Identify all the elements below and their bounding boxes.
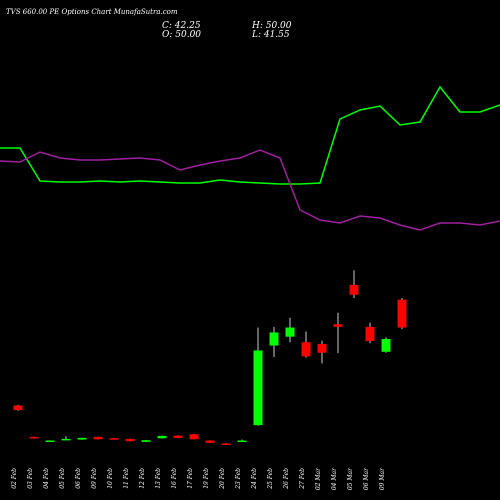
candle bbox=[205, 440, 215, 444]
close-readout: C: 42.25 bbox=[162, 21, 201, 31]
candle-body-down bbox=[125, 438, 135, 442]
x-tick-label: 12 Feb bbox=[139, 468, 146, 489]
candle-body-up bbox=[269, 332, 279, 346]
candle-body-down bbox=[349, 284, 359, 295]
x-tick-label: 09 Mar bbox=[379, 467, 386, 490]
x-tick-label: 06 Mar bbox=[363, 467, 370, 490]
candle bbox=[141, 439, 151, 443]
candle-body-down bbox=[397, 299, 407, 328]
green-indicator-line bbox=[0, 85, 500, 185]
candle bbox=[221, 443, 231, 445]
candle bbox=[61, 436, 71, 441]
x-tick-label: 04 Feb bbox=[43, 468, 50, 489]
x-tick-label: 25 Feb bbox=[267, 468, 274, 490]
candle bbox=[157, 435, 167, 439]
candle-body-down bbox=[13, 405, 23, 411]
candle-body-down bbox=[109, 438, 119, 440]
x-tick-label: 02 Feb bbox=[11, 468, 18, 489]
candle bbox=[237, 439, 247, 443]
candle-body-down bbox=[333, 324, 343, 327]
candle-body-down bbox=[205, 440, 215, 443]
x-tick-label: 10 Feb bbox=[107, 468, 114, 489]
candle bbox=[29, 436, 39, 439]
x-tick-label: 13 Feb bbox=[155, 468, 162, 489]
candle bbox=[317, 340, 327, 364]
x-tick-label: 09 Feb bbox=[91, 468, 98, 489]
candle-body-up bbox=[45, 440, 55, 443]
x-tick-label: 11 Feb bbox=[123, 468, 130, 489]
candle-body-down bbox=[189, 434, 199, 440]
x-tick-label: 26 Feb bbox=[283, 468, 290, 490]
candle-body-up bbox=[381, 338, 391, 352]
candle-body-up bbox=[237, 440, 247, 443]
x-tick-label: 17 Feb bbox=[187, 468, 194, 489]
chart-title: TVS 660.00 PE Options Chart MunafaSutra.… bbox=[6, 8, 178, 16]
candle bbox=[45, 440, 55, 443]
candle bbox=[285, 317, 295, 343]
candle-body-down bbox=[301, 342, 311, 357]
candlesticks bbox=[13, 270, 407, 445]
indicator-lines bbox=[0, 85, 500, 231]
low-readout: L: 41.55 bbox=[252, 30, 290, 40]
x-tick-label: 23 Feb bbox=[235, 468, 242, 490]
candle bbox=[301, 331, 311, 358]
x-tick-label: 19 Feb bbox=[203, 468, 210, 489]
candle-body-down bbox=[29, 436, 39, 439]
candle-body-up bbox=[157, 435, 167, 439]
candle-body-up bbox=[141, 440, 151, 442]
x-tick-label: 06 Feb bbox=[75, 468, 82, 489]
candle bbox=[397, 298, 407, 330]
candle bbox=[125, 438, 135, 442]
candle-body-down bbox=[317, 343, 327, 353]
candle-body-up bbox=[253, 350, 263, 426]
x-tick-label: 05 Mar bbox=[347, 467, 354, 490]
candle-body-up bbox=[61, 438, 71, 441]
x-tick-label: 24 Feb bbox=[251, 468, 258, 490]
purple-indicator-line bbox=[0, 149, 500, 231]
candle bbox=[365, 322, 375, 344]
x-axis-tick-labels: 02 Feb 03 Feb 04 Feb 05 Feb 06 Feb 09 Feb 10 F… bbox=[11, 467, 386, 490]
x-tick-label: 20 Feb bbox=[219, 468, 226, 490]
x-tick-label: 02 Mar bbox=[315, 467, 322, 490]
x-tick-label: 04 Mar bbox=[331, 467, 338, 490]
candle bbox=[253, 327, 263, 426]
open-readout: O: 50.00 bbox=[162, 30, 202, 40]
candle bbox=[13, 404, 23, 411]
candle bbox=[333, 312, 343, 354]
x-tick-label: 27 Feb bbox=[299, 468, 306, 490]
candle bbox=[93, 436, 103, 440]
x-tick-label: 16 Feb bbox=[171, 468, 178, 489]
candle bbox=[109, 437, 119, 440]
candle bbox=[349, 270, 359, 299]
candle-body-down bbox=[365, 326, 375, 341]
candle-body-up bbox=[285, 327, 295, 337]
candle bbox=[381, 337, 391, 353]
candle-body-down bbox=[221, 443, 231, 445]
candle bbox=[189, 433, 199, 440]
candle-body-down bbox=[93, 436, 103, 440]
x-tick-label: 03 Feb bbox=[27, 468, 34, 489]
candle bbox=[173, 435, 183, 439]
x-tick-label: 05 Feb bbox=[59, 468, 66, 489]
candle-body-up bbox=[77, 437, 87, 440]
candle bbox=[269, 326, 279, 357]
high-readout: H: 50.00 bbox=[252, 21, 292, 31]
candle bbox=[77, 437, 87, 440]
candle-body-down bbox=[173, 435, 183, 438]
